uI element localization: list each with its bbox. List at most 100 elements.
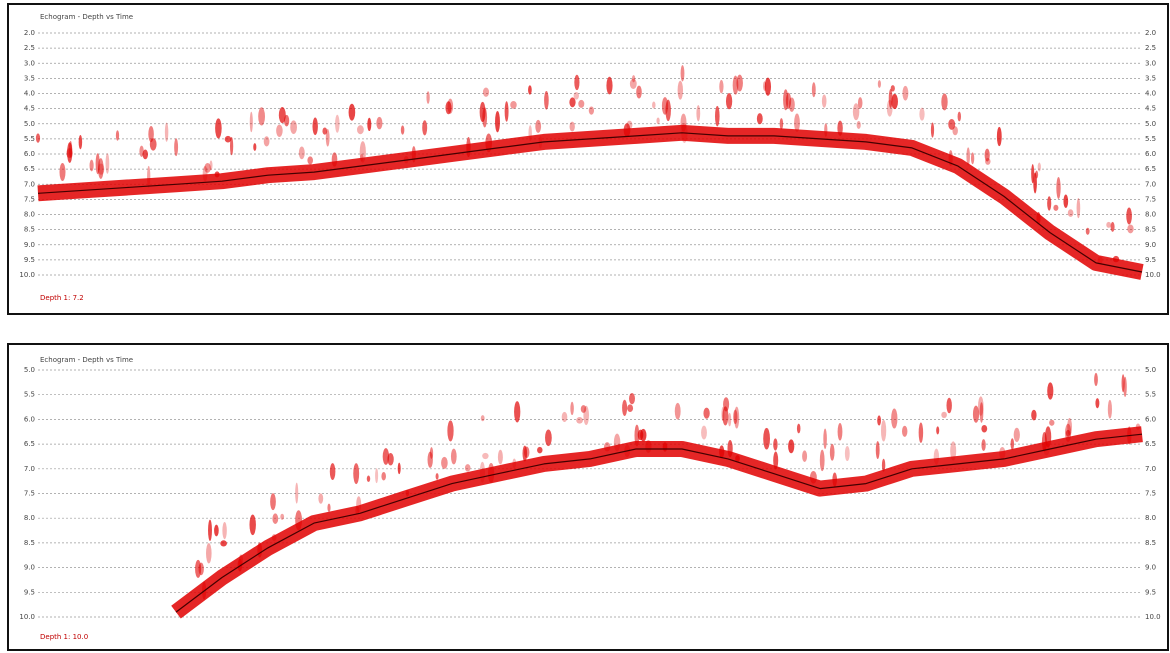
echo-speckle — [1067, 209, 1074, 217]
echo-speckle — [97, 158, 104, 179]
echo-speckle — [435, 473, 439, 480]
echo-speckle — [890, 85, 895, 92]
y-tick-label: 6.0 — [24, 415, 35, 423]
echo-speckle — [570, 401, 574, 416]
echo-speckle — [450, 448, 457, 465]
echo-speckle — [105, 153, 110, 174]
echo-speckle — [249, 111, 253, 133]
echo-speckle — [802, 450, 808, 462]
echo-speckle — [722, 406, 729, 426]
y-tick-label: 5.5 — [24, 135, 35, 143]
y-tick-label-right: 2.5 — [1145, 44, 1156, 52]
echo-speckle — [636, 85, 642, 99]
echo-speckle — [936, 426, 940, 435]
echo-speckle — [996, 126, 1002, 147]
y-tick-label: 5.0 — [24, 366, 35, 374]
echo-speckle — [734, 406, 740, 429]
echo-speckle — [1047, 382, 1054, 400]
y-tick-label-right: 5.0 — [1145, 120, 1156, 128]
echo-speckle — [606, 76, 613, 95]
echo-speckle — [966, 147, 970, 166]
y-tick-label-right: 7.5 — [1145, 490, 1156, 498]
echo-speckle — [215, 118, 222, 139]
echo-speckle — [325, 129, 330, 147]
echo-speckle — [640, 428, 647, 442]
echo-speckle — [736, 74, 743, 92]
echo-speckle — [400, 125, 405, 135]
echo-speckle — [427, 451, 433, 468]
y-tick-label: 9.5 — [24, 588, 35, 596]
echo-speckle — [948, 118, 956, 130]
echo-speckle — [497, 449, 503, 465]
echo-speckle — [891, 93, 898, 110]
echo-speckle — [367, 117, 372, 132]
echo-speckle — [149, 138, 157, 151]
y-tick-label-right: 3.5 — [1145, 74, 1156, 82]
echo-speckle — [35, 133, 41, 143]
y-tick-label: 10.0 — [19, 271, 35, 279]
echo-speckle — [514, 401, 521, 423]
echo-speckle — [919, 107, 925, 121]
echo-speckle — [504, 101, 509, 122]
echo-speckle — [773, 451, 779, 470]
y-tick-label-right: 6.0 — [1145, 150, 1156, 158]
y-tick-label-right: 9.5 — [1145, 256, 1156, 264]
echo-speckle — [703, 407, 710, 419]
echo-speckle — [978, 396, 984, 416]
echo-speckle — [67, 142, 73, 163]
echo-speckle — [322, 127, 328, 135]
echo-speckle — [206, 543, 212, 564]
echo-speckle — [652, 101, 656, 109]
echo-speckle — [696, 105, 701, 122]
echo-speckle — [78, 134, 83, 150]
y-tick-label-right: 6.5 — [1145, 165, 1156, 173]
echo-speckle — [578, 99, 585, 108]
echo-speckle — [763, 81, 767, 91]
echo-speckle — [214, 524, 219, 537]
y-tick-label: 6.0 — [24, 150, 35, 158]
y-tick-label: 4.0 — [24, 90, 35, 98]
echo-speckle — [714, 105, 720, 127]
y-tick-label-right: 3.0 — [1145, 59, 1156, 67]
echo-speckle — [1127, 224, 1134, 234]
echo-speckle — [229, 136, 234, 156]
echo-speckle — [727, 412, 732, 427]
echo-speckle — [877, 415, 882, 426]
echo-speckle — [295, 482, 299, 504]
echo-speckle — [732, 75, 739, 95]
echo-speckle — [329, 463, 336, 481]
echo-speckle — [881, 458, 886, 472]
echo-speckle — [1126, 207, 1132, 225]
echo-speckle — [1053, 204, 1059, 211]
echo-speckle — [680, 65, 685, 82]
echo-speckle — [307, 156, 313, 165]
echo-speckle — [1095, 398, 1100, 409]
y-tick-label: 8.0 — [24, 514, 35, 522]
echo-speckle — [249, 514, 256, 536]
echo-speckle — [901, 425, 908, 437]
echo-speckle — [335, 114, 340, 133]
echo-speckle — [1107, 399, 1112, 419]
echo-speckle — [574, 74, 580, 91]
y-tick-label: 7.0 — [24, 465, 35, 473]
echo-speckle — [544, 90, 549, 110]
echo-speckle — [888, 89, 893, 108]
echo-speckle — [1047, 196, 1052, 211]
echo-speckle — [941, 411, 947, 419]
echo-speckle — [464, 464, 471, 472]
echo-speckle — [902, 85, 909, 101]
y-tick-label: 7.5 — [24, 195, 35, 203]
y-tick-label-right: 4.5 — [1145, 105, 1156, 113]
echo-speckle — [561, 411, 568, 423]
y-tick-label-right: 8.0 — [1145, 211, 1156, 219]
echo-speckle — [510, 100, 517, 109]
echo-speckle — [674, 402, 681, 420]
echo-speckle — [480, 415, 485, 422]
depth-readout: Depth 1: 7.2 — [40, 294, 84, 302]
y-tick-label-right: 5.5 — [1145, 391, 1156, 399]
echo-speckle — [719, 79, 724, 94]
echo-speckle — [224, 135, 232, 143]
echo-speckle — [573, 91, 579, 100]
y-tick-label: 8.5 — [24, 226, 35, 234]
echo-speckle — [779, 118, 784, 130]
